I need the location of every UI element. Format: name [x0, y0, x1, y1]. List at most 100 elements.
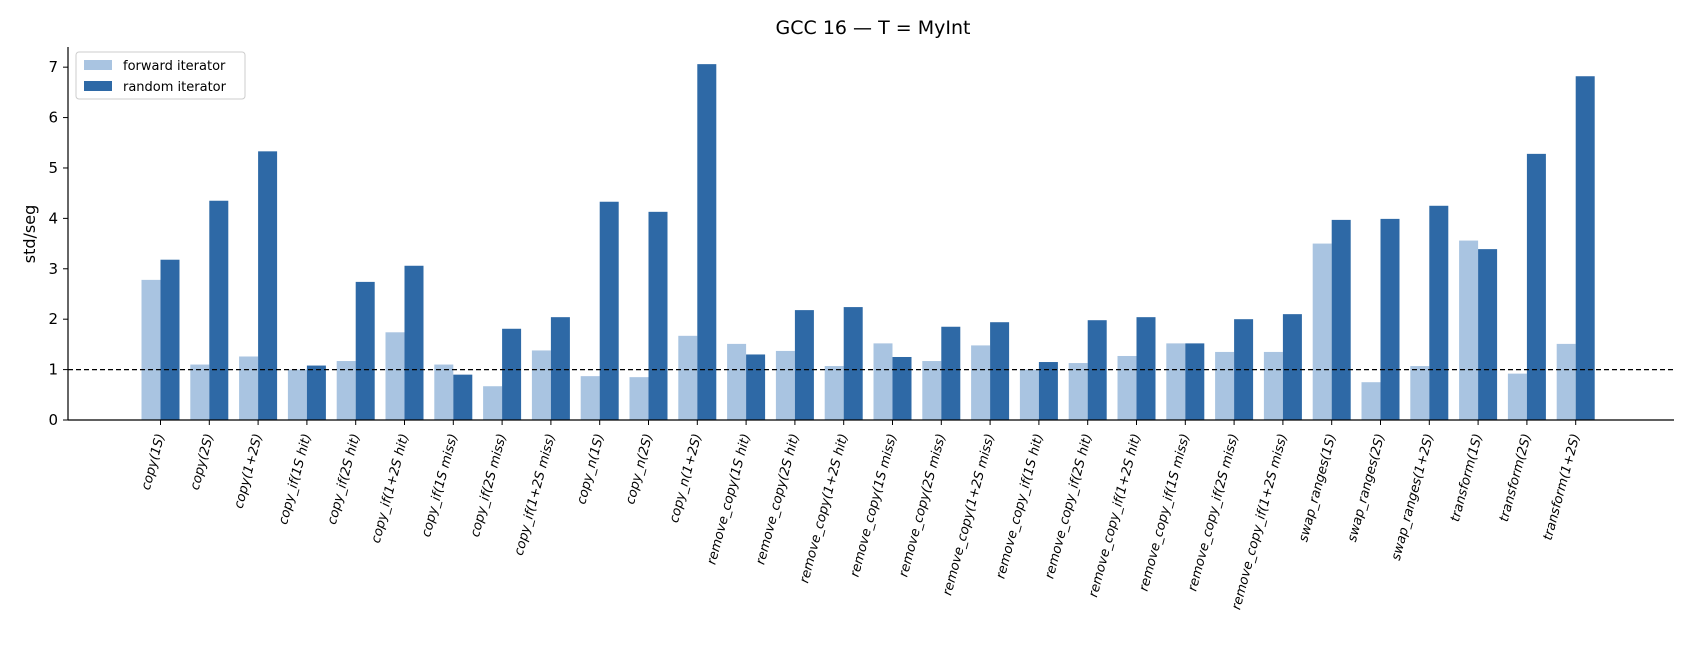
x-tick-label-remove-copy-if-2s-hit: remove_copy_if(2S hit) [1042, 432, 1095, 580]
bar-forward-iterator-transform-2s [1507, 373, 1527, 420]
x-tick-label-remove-copy-1s-hit: remove_copy(1S hit) [705, 432, 754, 566]
x-tick-label-copy-2s: copy(2S) [188, 432, 217, 492]
bar-forward-iterator-remove-copy-if-1-2s-miss [1263, 351, 1283, 420]
bar-random-iterator-copy-1-2s [258, 151, 278, 420]
bar-random-iterator-copy-2s [209, 200, 229, 420]
x-tick-label-copy-1-2s: copy(1+2S) [232, 432, 266, 510]
bar-forward-iterator-transform-1-2s [1556, 343, 1576, 420]
bar-random-iterator-remove-copy-2s-hit [794, 310, 814, 420]
legend-swatch-forward-iterator [84, 60, 112, 70]
bar-random-iterator-copy-if-1s-hit [306, 365, 326, 420]
bar-random-iterator-copy-if-1-2s-miss [550, 317, 570, 420]
bar-forward-iterator-remove-copy-1-2s-hit [824, 366, 844, 420]
x-tick-label-copy-if-2s-miss: copy_if(2S miss) [468, 432, 510, 539]
bar-forward-iterator-copy-if-1-2s-miss [531, 350, 551, 420]
bar-random-iterator-remove-copy-if-1-2s-miss [1282, 314, 1302, 420]
bar-forward-iterator-copy-if-1-2s-hit [385, 332, 405, 420]
legend: forward iterator random iterator [75, 51, 246, 100]
x-tick-label-remove-copy-if-1s-miss: remove_copy_if(1S miss) [1137, 432, 1194, 593]
y-tick-label: 5 [48, 159, 58, 177]
bar-random-iterator-remove-copy-if-2s-miss [1234, 319, 1254, 420]
bar-random-iterator-remove-copy-1-2s-miss [990, 322, 1010, 420]
x-tick-label-remove-copy-2s-hit: remove_copy(2S hit) [753, 432, 802, 566]
x-tick-label-remove-copy-if-1s-hit: remove_copy_if(1S hit) [994, 432, 1047, 580]
x-tick-label-remove-copy-1-2s-hit: remove_copy(1+2S hit) [797, 432, 851, 585]
bar-forward-iterator-copy-if-1s-miss [434, 364, 454, 420]
legend-swatch-random-iterator [84, 81, 112, 91]
bar-forward-iterator-remove-copy-2s-miss [922, 361, 942, 420]
legend-frame [75, 51, 246, 100]
x-tick-label-copy-if-1-2s-miss: copy_if(1+2S miss) [512, 432, 559, 557]
bar-random-iterator-transform-2s [1526, 153, 1546, 421]
legend-label-forward-iterator: forward iterator [123, 59, 226, 74]
x-tick-label-remove-copy-1s-miss: remove_copy(1S miss) [848, 432, 901, 579]
bar-random-iterator-copy-if-2s-hit [355, 281, 375, 420]
y-tick-label: 4 [48, 209, 58, 227]
bar-random-iterator-remove-copy-if-1s-hit [1038, 362, 1058, 420]
y-ticks-layer: 0 1 2 3 4 5 6 7 [48, 58, 68, 429]
bar-random-iterator-remove-copy-2s-miss [941, 326, 961, 420]
x-tick-label-copy-if-1-2s-hit: copy_if(1+2S hit) [369, 432, 413, 545]
bar-random-iterator-remove-copy-if-1s-miss [1185, 343, 1205, 420]
bar-random-iterator-swap-ranges-1s [1331, 219, 1351, 420]
bar-forward-iterator-copy-n-1-2s [678, 335, 698, 420]
bar-forward-iterator-remove-copy-1s-miss [873, 343, 893, 420]
y-tick-label: 0 [48, 411, 58, 429]
bar-random-iterator-transform-1-2s [1575, 76, 1595, 421]
bar-random-iterator-remove-copy-if-1-2s-hit [1136, 317, 1156, 420]
bar-random-iterator-copy-n-1s [599, 201, 619, 420]
bar-forward-iterator-remove-copy-1-2s-miss [971, 345, 991, 420]
bar-random-iterator-remove-copy-1s-miss [892, 356, 912, 420]
axes-layer [67, 47, 1674, 421]
y-tick-label: 6 [48, 109, 58, 127]
legend-label-random-iterator: random iterator [123, 80, 227, 95]
chart-title: GCC 16 — T = MyInt [776, 17, 971, 39]
bar-random-iterator-copy-n-2s [648, 211, 668, 420]
bar-random-iterator-copy-if-2s-miss [502, 328, 522, 420]
bar-forward-iterator-copy-if-2s-hit [336, 361, 356, 420]
x-tick-label-remove-copy-2s-miss: remove_copy(2S miss) [896, 432, 949, 579]
bar-forward-iterator-transform-1s [1459, 240, 1479, 420]
bar-random-iterator-transform-1s [1478, 249, 1498, 420]
bar-random-iterator-copy-if-1s-miss [453, 374, 473, 420]
bar-random-iterator-copy-1s [160, 259, 180, 420]
x-ticks-layer: copy(1S) copy(2S) copy(1+2S) copy_if(1S hit… [139, 420, 1584, 612]
bar-forward-iterator-remove-copy-if-1s-hit [1019, 369, 1039, 420]
bar-random-iterator-copy-if-1-2s-hit [404, 265, 424, 420]
bar-forward-iterator-remove-copy-2s-hit [775, 350, 795, 420]
bar-forward-iterator-copy-1s [141, 279, 161, 420]
x-tick-label-copy-1s: copy(1S) [139, 432, 168, 492]
bar-forward-iterator-remove-copy-1s-hit [727, 343, 747, 420]
bar-random-iterator-swap-ranges-2s [1380, 218, 1400, 420]
x-tick-label-transform-1-2s: transform(1+2S) [1541, 432, 1584, 542]
x-tick-label-copy-if-2s-hit: copy_if(2S hit) [325, 432, 364, 526]
bar-forward-iterator-copy-n-1s [580, 376, 600, 420]
y-tick-label: 2 [48, 310, 58, 328]
bar-random-iterator-remove-copy-if-2s-hit [1087, 320, 1107, 420]
bar-forward-iterator-swap-ranges-2s [1361, 382, 1381, 420]
bar-random-iterator-remove-copy-1-2s-hit [843, 307, 863, 420]
x-tick-label-copy-n-1s: copy_n(1S) [574, 432, 607, 506]
bar-random-iterator-swap-ranges-1-2s [1429, 205, 1449, 420]
x-tick-label-remove-copy-if-1-2s-miss: remove_copy_if(1+2S miss) [1229, 432, 1291, 611]
x-tick-label-copy-n-2s: copy_n(2S) [623, 432, 656, 506]
bar-forward-iterator-remove-copy-if-1-2s-hit [1117, 355, 1137, 420]
y-axis-label: std/seg [20, 205, 39, 264]
y-tick-label: 1 [48, 361, 58, 379]
bar-random-iterator-remove-copy-1s-hit [746, 354, 766, 420]
bar-forward-iterator-copy-1-2s [239, 356, 259, 420]
x-tick-label-remove-copy-1-2s-miss: remove_copy(1+2S miss) [940, 432, 998, 597]
bar-forward-iterator-remove-copy-if-1s-miss [1166, 343, 1186, 420]
x-tick-label-transform-1s: transform(1S) [1448, 432, 1486, 523]
bar-forward-iterator-swap-ranges-1s [1312, 243, 1332, 420]
bar-forward-iterator-copy-if-1s-hit [287, 369, 307, 420]
x-tick-label-remove-copy-if-2s-miss: remove_copy_if(2S miss) [1185, 432, 1242, 593]
bar-forward-iterator-remove-copy-if-2s-miss [1215, 351, 1235, 420]
x-tick-label-swap-ranges-1s: swap_ranges(1S) [1296, 432, 1339, 543]
bar-forward-iterator-copy-2s [190, 364, 210, 420]
bar-forward-iterator-copy-n-2s [629, 377, 649, 420]
x-tick-label-swap-ranges-2s: swap_ranges(2S) [1345, 432, 1388, 543]
x-tick-label-copy-n-1-2s: copy_n(1+2S) [667, 432, 705, 524]
y-tick-label: 7 [48, 58, 58, 76]
